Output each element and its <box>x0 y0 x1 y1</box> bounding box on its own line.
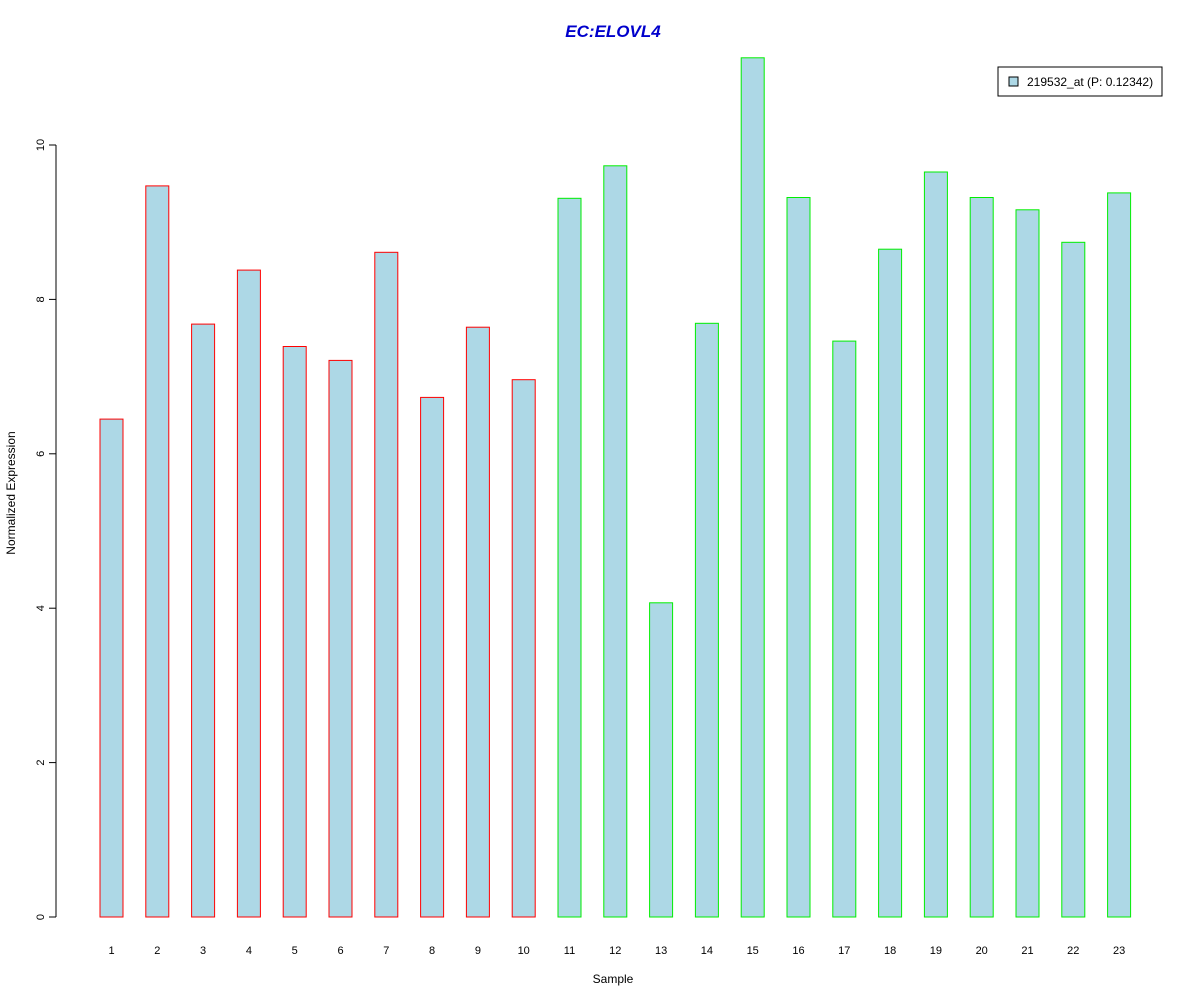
x-tick-label: 7 <box>383 945 389 957</box>
x-tick-labels: 1 2 3 4 5 6 7 8 9 10 11 12 13 14 15 16 17 18 19 20 21 22 23 <box>108 945 1125 957</box>
bar-sample-18 <box>878 248 903 918</box>
legend-swatch <box>1008 76 1019 87</box>
x-tick-label: 19 <box>930 945 942 957</box>
bar-sample-19 <box>923 171 948 918</box>
x-tick-label: 8 <box>429 945 435 957</box>
x-tick-label: 17 <box>838 945 850 957</box>
bar-sample-11 <box>557 197 582 918</box>
y-tick-label: 8 <box>35 296 47 302</box>
bars-group <box>99 57 1132 918</box>
x-tick-label: 21 <box>1021 945 1033 957</box>
bar-sample-17 <box>832 340 857 918</box>
x-tick-label: 1 <box>108 945 114 957</box>
bar-sample-16 <box>786 197 811 918</box>
x-tick-label: 15 <box>747 945 759 957</box>
x-tick-label: 2 <box>154 945 160 957</box>
chart-title: EC:ELOVL4 <box>565 22 661 41</box>
x-tick-label: 10 <box>518 945 530 957</box>
bar-sample-2 <box>145 185 170 918</box>
bar-sample-20 <box>969 197 994 918</box>
x-tick-label: 11 <box>564 945 575 957</box>
x-tick-label: 22 <box>1067 945 1079 957</box>
legend: 219532_at (P: 0.12342) <box>997 66 1163 97</box>
bar-sample-7 <box>374 251 399 918</box>
x-tick-label: 13 <box>655 945 667 957</box>
x-tick-label: 16 <box>792 945 804 957</box>
x-tick-label: 18 <box>884 945 896 957</box>
x-tick-label: 5 <box>292 945 298 957</box>
x-tick-label: 6 <box>337 945 343 957</box>
y-tick-label: 4 <box>35 605 47 611</box>
x-tick-label: 23 <box>1113 945 1125 957</box>
legend-box <box>997 66 1163 97</box>
bar-sample-8 <box>420 396 445 918</box>
bar-sample-22 <box>1061 241 1086 918</box>
x-tick-label: 14 <box>701 945 713 957</box>
y-axis: 0 2 4 6 8 10 <box>35 139 57 920</box>
x-tick-label: 3 <box>200 945 206 957</box>
bar-sample-9 <box>465 326 490 918</box>
y-tick-label: 2 <box>35 760 47 766</box>
legend-label: 219532_at (P: 0.12342) <box>1027 75 1153 89</box>
x-tick-label: 4 <box>246 945 252 957</box>
bar-sample-13 <box>649 602 674 918</box>
bar-sample-6 <box>328 359 353 918</box>
bar-sample-12 <box>603 165 628 918</box>
x-tick-label: 20 <box>976 945 988 957</box>
x-tick-label: 12 <box>609 945 621 957</box>
bar-sample-3 <box>191 323 216 918</box>
bar-sample-15 <box>740 57 765 918</box>
bar-sample-21 <box>1015 209 1040 918</box>
bar-sample-4 <box>236 269 261 918</box>
bar-sample-1 <box>99 418 124 918</box>
y-tick-label: 10 <box>35 139 47 151</box>
x-tick-label: 9 <box>475 945 481 957</box>
y-axis-label: Normalized Expression <box>4 431 18 554</box>
y-tick-label: 0 <box>35 914 47 920</box>
bar-sample-14 <box>694 322 719 918</box>
x-axis-label: Sample <box>593 972 634 986</box>
bar-sample-10 <box>511 379 536 918</box>
bar-sample-23 <box>1107 192 1132 918</box>
y-tick-label: 6 <box>35 451 47 457</box>
bar-sample-5 <box>282 346 307 918</box>
